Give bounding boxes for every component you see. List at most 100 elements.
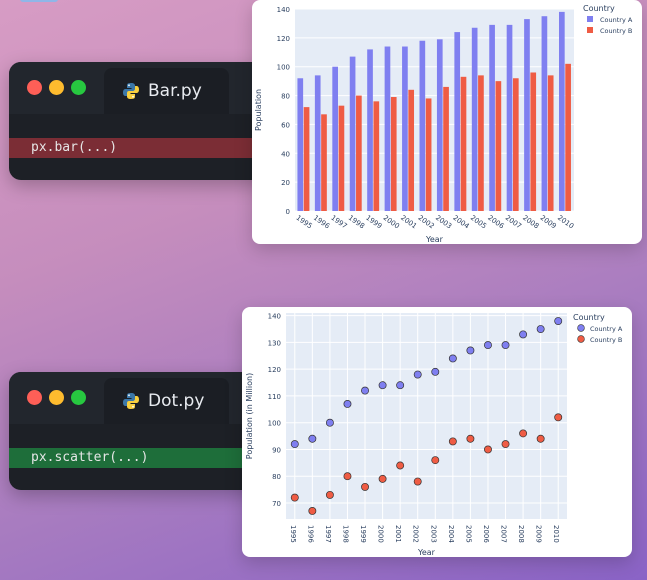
- close-window-button[interactable]: [27, 80, 42, 95]
- scatter-chart-card: 70 80 90 100 110 120 130 140 1995 1996 1997 1998 199…: [242, 307, 632, 557]
- x-tick-label: 2005: [469, 214, 488, 231]
- bar-country-a: [541, 16, 548, 212]
- point-country-b: [290, 493, 299, 502]
- x-axis-label: Year: [425, 235, 444, 244]
- y-tick-label: 130: [268, 339, 281, 347]
- point-country-b: [325, 490, 334, 499]
- point-country-a: [325, 418, 334, 427]
- point-country-b: [308, 507, 317, 515]
- code-line: px.scatter(...): [9, 448, 269, 468]
- point-country-b: [484, 445, 492, 454]
- x-tick-label: 2001: [399, 214, 418, 231]
- x-tick-label: 1997: [324, 525, 332, 543]
- y-tick-label: 120: [268, 366, 281, 374]
- y-axis-label: Population: [254, 89, 263, 131]
- decorative-dash: [20, 0, 58, 2]
- code-line: px.bar(...): [9, 138, 269, 158]
- point-country-a: [448, 354, 457, 363]
- bar-country-b: [478, 75, 484, 211]
- x-tick-label: 2000: [382, 214, 401, 231]
- y-axis-label: Population (in Million): [245, 373, 254, 459]
- x-tick-label: 2010: [556, 214, 575, 231]
- y-tick-label: 120: [277, 35, 290, 43]
- x-tick-label: 2008: [521, 214, 540, 231]
- bar-country-b: [547, 75, 554, 211]
- point-country-b: [448, 437, 457, 446]
- tab-bar-py[interactable]: Bar.py: [104, 68, 229, 114]
- editor-titlebar: Dot.py: [9, 372, 269, 424]
- minimize-window-button[interactable]: [49, 80, 64, 95]
- tab-title: Bar.py: [148, 81, 202, 101]
- bar-country-b: [338, 105, 345, 211]
- x-tick-label: 2009: [539, 214, 558, 231]
- bar-country-a: [332, 66, 338, 211]
- x-tick-label: 2001: [394, 525, 402, 543]
- point-country-b: [361, 482, 369, 491]
- x-tick-label: 1998: [347, 214, 366, 231]
- point-country-a: [536, 325, 545, 334]
- bar-country-b: [408, 89, 415, 211]
- bar-country-a: [454, 32, 461, 212]
- bar-country-b: [425, 98, 432, 211]
- tab-dot-py[interactable]: Dot.py: [104, 378, 229, 424]
- point-country-b: [536, 434, 545, 443]
- bar-chart-card: 0 20 40 60 80 100 120 140 1995 1996 1997 1998 1999 20…: [252, 0, 642, 244]
- point-country-a: [343, 400, 352, 408]
- x-tick-label: 1997: [329, 214, 348, 231]
- bar-country-b: [373, 101, 380, 211]
- x-tick-label: 2002: [412, 525, 420, 543]
- x-tick-label: 2007: [500, 525, 508, 543]
- legend-swatch: [587, 16, 593, 22]
- bar-country-a: [436, 39, 443, 211]
- legend-title: Country: [583, 4, 615, 13]
- point-country-b: [413, 477, 422, 486]
- legend-entry: Country B: [600, 27, 632, 35]
- point-country-a: [413, 370, 422, 379]
- x-tick-label: 2008: [517, 525, 525, 543]
- legend-entry: Country A: [600, 16, 633, 24]
- minimize-window-button[interactable]: [49, 390, 64, 405]
- x-axis-label: Year: [417, 548, 436, 557]
- editor-titlebar: Bar.py: [9, 62, 269, 114]
- point-country-a: [554, 317, 563, 325]
- point-country-b: [431, 456, 440, 465]
- bar-country-a: [419, 40, 426, 211]
- bar-country-a: [367, 49, 373, 212]
- bar-country-b: [443, 86, 449, 211]
- point-country-b: [554, 413, 563, 422]
- editor-window-bar: Bar.py px.bar(...): [9, 62, 269, 180]
- point-country-a: [290, 440, 299, 449]
- y-tick-label: 80: [281, 93, 290, 101]
- scatter-chart: 70 80 90 100 110 120 130 140 1995 1996 1997 1998 199…: [245, 313, 623, 557]
- python-icon: [123, 83, 139, 99]
- y-tick-label: 70: [272, 500, 281, 508]
- point-country-a: [519, 330, 528, 339]
- bar-chart: 0204060801001201401995199619971998199920…: [254, 4, 633, 244]
- x-tick-label: 2006: [482, 525, 490, 543]
- point-country-a: [431, 367, 440, 376]
- bar-country-b: [321, 114, 327, 211]
- close-window-button[interactable]: [27, 390, 42, 405]
- plot-area: [286, 313, 567, 519]
- legend-title: Country: [573, 313, 605, 322]
- bar-country-b: [495, 81, 502, 212]
- y-tick-label: 60: [281, 121, 290, 129]
- x-tick-label: 2003: [429, 525, 437, 543]
- bar-country-a: [314, 75, 321, 211]
- y-tick-label: 0: [286, 208, 290, 216]
- x-tick-label: 2003: [434, 214, 453, 231]
- x-tick-label: 1996: [312, 214, 332, 231]
- x-tick-label: 2005: [464, 525, 472, 543]
- point-country-b: [378, 474, 387, 483]
- x-tick-label: 2002: [416, 214, 435, 231]
- maximize-window-button[interactable]: [71, 390, 86, 405]
- bar-country-a: [471, 27, 478, 212]
- x-tick-label: 1995: [294, 214, 313, 231]
- legend-entry: Country A: [590, 325, 623, 333]
- point-country-a: [378, 381, 387, 390]
- x-tick-label: 1998: [341, 525, 349, 543]
- bar-country-a: [349, 56, 356, 211]
- bar-country-a: [524, 19, 530, 211]
- bar-country-a: [559, 11, 565, 212]
- maximize-window-button[interactable]: [71, 80, 86, 95]
